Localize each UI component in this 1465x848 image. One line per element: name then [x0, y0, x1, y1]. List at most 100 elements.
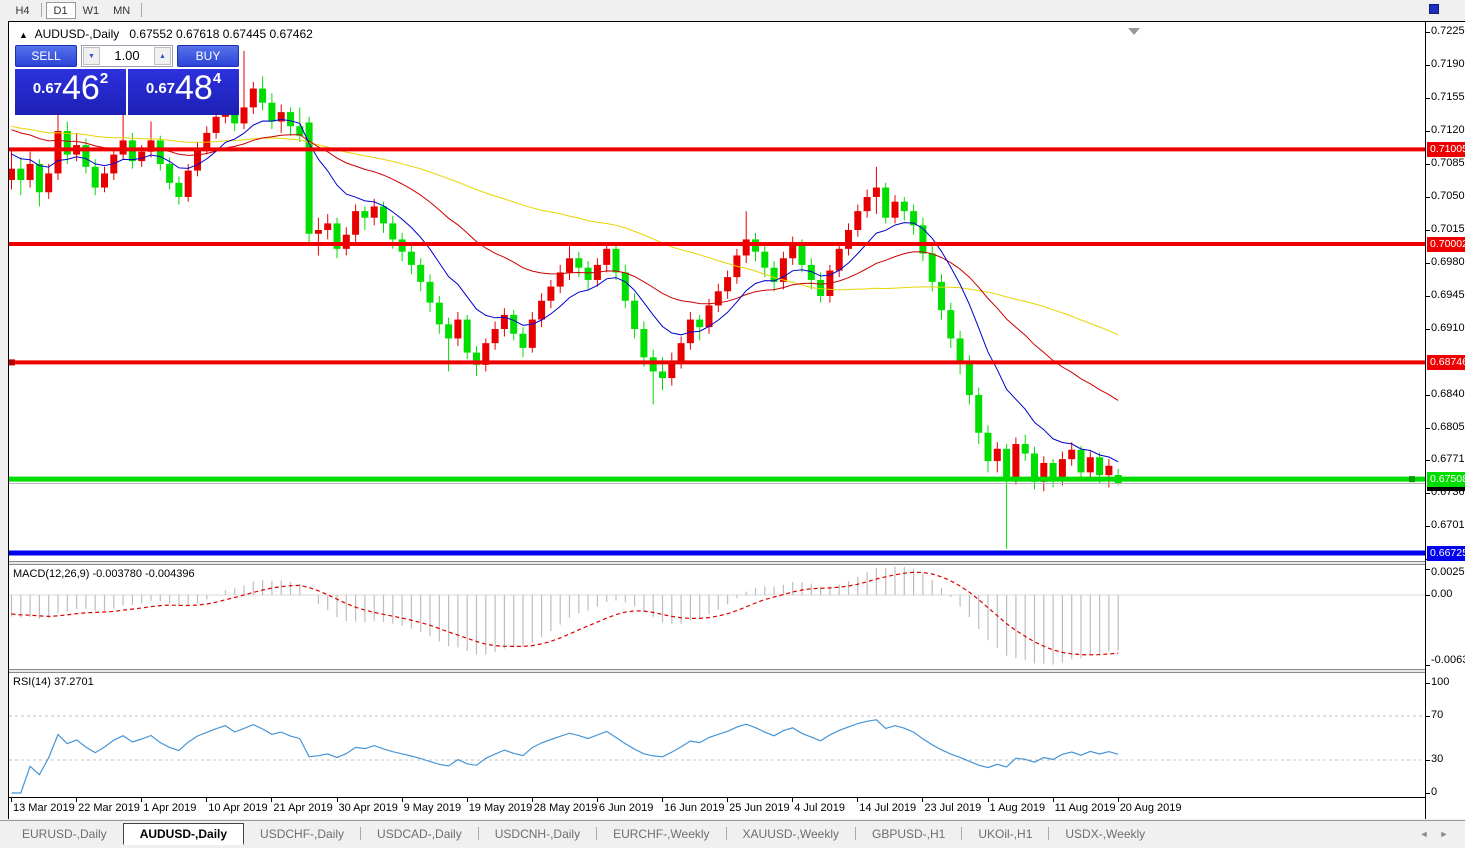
timeframe-button-h4[interactable]: H4 [15, 5, 30, 17]
level-price-badge: 0.70002 [1427, 236, 1465, 252]
buy-price-display[interactable]: 0.67484 [128, 69, 239, 115]
time-axis-label: 1 Apr 2019 [143, 802, 197, 814]
candle-body [807, 264, 815, 280]
candle-body [677, 343, 685, 363]
level-price-badge: 0.71005 [1427, 142, 1465, 158]
pane-splitter[interactable] [9, 561, 1425, 565]
candle-body [407, 251, 415, 265]
collapse-triangle-icon[interactable]: ▲ [19, 30, 28, 40]
line-anchor-marker[interactable] [1409, 476, 1415, 483]
candle-body [975, 395, 983, 433]
chart-tab-usdcad-daily[interactable]: USDCAD-,Daily [377, 827, 462, 841]
axis-tick [1426, 296, 1430, 297]
time-axis-tick [336, 798, 338, 802]
candle-body [361, 211, 369, 218]
chart-tab-eurusd-daily[interactable]: EURUSD-,Daily [22, 827, 107, 841]
axis-tick [1426, 716, 1430, 717]
candle-body [854, 211, 862, 230]
chart-tab-eurchf-weekly[interactable]: EURCHF-,Weekly [613, 827, 710, 841]
axis-price-label: 0 [1431, 786, 1438, 798]
axis-tick [1426, 760, 1430, 761]
time-axis-tick [596, 798, 598, 802]
candle-body [138, 151, 146, 162]
chart-title: ▲ AUDUSD-,Daily 0.67552 0.67618 0.67445 … [19, 27, 313, 41]
candle-body [35, 163, 43, 193]
axis-tick [1426, 526, 1430, 528]
axis-price-label: -0.006326 [1431, 654, 1465, 666]
candle-body [631, 300, 639, 330]
candle-body [640, 329, 648, 358]
candle-body [370, 206, 378, 218]
lot-increase-button[interactable]: ▲ [154, 47, 171, 65]
candle-body [9, 168, 15, 181]
time-axis-label: 11 Aug 2019 [1054, 802, 1116, 814]
candle-body [538, 300, 546, 320]
candle-body [268, 102, 276, 122]
macd-indicator-pane[interactable] [9, 565, 1425, 669]
axis-tick [1426, 196, 1430, 198]
toolbar-separator [40, 2, 42, 17]
sell-button[interactable]: SELL [15, 45, 77, 67]
candle-body [1086, 457, 1094, 473]
chart-tab-gbpusd-h1[interactable]: GBPUSD-,H1 [872, 827, 946, 841]
candle-body [91, 166, 99, 188]
axis-tick [1426, 263, 1430, 264]
chart-tab-ukoil-h1[interactable]: UKOil-,H1 [978, 827, 1033, 841]
candle-body [1096, 457, 1104, 476]
rsi-indicator-pane[interactable] [9, 673, 1425, 797]
line-anchor-marker[interactable] [9, 359, 15, 366]
timeframe-button-w1[interactable]: W1 [82, 5, 100, 17]
buy-button[interactable]: BUY [177, 45, 239, 67]
candle-body [1068, 449, 1076, 460]
time-axis-tick [401, 798, 403, 802]
lot-size-value[interactable]: 1.00 [114, 48, 140, 63]
candle-body [287, 112, 294, 127]
sell-price-display[interactable]: 0.67462 [15, 69, 126, 115]
axis-tick [1426, 793, 1430, 794]
candle-body [147, 140, 155, 152]
pane-splitter[interactable] [9, 669, 1425, 673]
candle-body [426, 281, 434, 303]
chart-tab-usdchf-daily[interactable]: USDCHF-,Daily [260, 827, 345, 841]
candle-body [166, 163, 174, 183]
candle-body [435, 302, 443, 325]
candle-body [984, 432, 992, 462]
chart-window: ▲ AUDUSD-,Daily 0.67552 0.67618 0.67445 … [8, 21, 1465, 819]
timeframe-button-d1[interactable]: D1 [45, 2, 76, 19]
axis-tick [1426, 493, 1430, 495]
chart-tab-audusd-daily[interactable]: AUDUSD-,Daily [122, 823, 245, 845]
time-axis-tick [792, 798, 794, 802]
lot-decrease-button[interactable]: ▼ [83, 47, 100, 65]
window-icon[interactable] [1429, 4, 1439, 14]
ma-slow-line [11, 125, 1119, 336]
candle-body [482, 343, 490, 365]
time-axis-tick [206, 798, 208, 802]
time-axis[interactable]: 13 Mar 2019 22 Mar 2019 1 Apr 2019 10 Apr 2… [9, 797, 1425, 819]
chart-tab-bar: EURUSD-,Daily AUDUSD-,Daily USDCHF-,Daily U… [0, 820, 1465, 848]
lot-size-field[interactable]: ▼ 1.00 ▲ [81, 45, 173, 67]
candle-body [761, 251, 769, 268]
timeframe-button-mn[interactable]: MN [113, 5, 131, 17]
candle-body [714, 291, 722, 306]
tab-scroll-right-button[interactable]: ► [1439, 829, 1449, 839]
time-axis-label: 6 Jun 2019 [598, 802, 654, 814]
candle-body [417, 264, 425, 282]
candle-body [510, 314, 518, 334]
price-chart[interactable] [9, 23, 1425, 561]
candle-body [1058, 459, 1066, 480]
candle-body [1040, 462, 1048, 482]
chart-tab-usdx-weekly[interactable]: USDX-,Weekly [1065, 827, 1146, 841]
candle-body [305, 122, 313, 234]
time-axis-label: 22 Mar 2019 [78, 802, 140, 814]
chart-tab-xauusd-weekly[interactable]: XAUUSD-,Weekly [742, 827, 839, 841]
time-axis-label: 30 Apr 2019 [338, 802, 398, 814]
tab-scroll-left-button[interactable]: ◄ [1419, 829, 1429, 839]
time-axis-label: 13 Mar 2019 [13, 802, 75, 814]
chart-tab-usdcnh-daily[interactable]: USDCNH-,Daily [494, 827, 581, 841]
candle-body [333, 223, 341, 249]
time-axis-label: 9 May 2019 [403, 802, 462, 814]
